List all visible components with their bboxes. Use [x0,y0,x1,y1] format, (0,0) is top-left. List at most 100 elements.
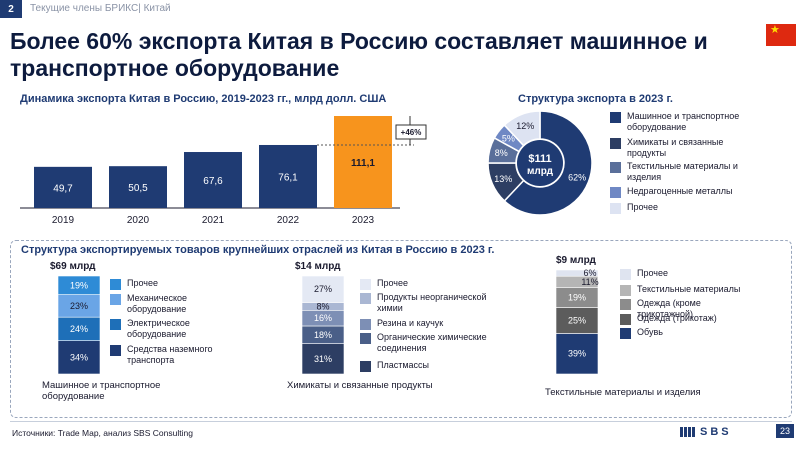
growth-annotation: +46% [401,128,422,137]
stack-legend-item: Резина и каучук [360,318,500,330]
stack-segment-label: 6% [583,268,596,278]
pie-slice [503,110,593,216]
legend-label: Обувь [637,327,663,337]
x-tick-label: 2023 [352,215,375,226]
bar-value-label: 67,6 [203,176,223,187]
industry-structure-title: Структура экспортируемых товаров крупней… [18,244,498,256]
stack-segment [301,343,345,375]
legend-label: Одежда (кроме трикотажной) [637,298,701,319]
legend-label: Текстильные материалы [637,284,741,294]
pie-legend-item: Недрагоценные металлы [610,186,760,198]
growth-badge [395,124,427,140]
legend-swatch [610,203,621,214]
stack-segment-label: 8% [316,301,329,311]
china-flag-icon: ★ [766,24,796,46]
stack-segment [57,340,101,375]
legend-swatch [360,333,371,344]
legend-label: Органические химические соединения [377,332,487,353]
stack-legend-item: Механическое оборудование [110,293,240,315]
stack-legend-item: Пластмассы [360,360,500,372]
stack-legend-item: Прочее [360,278,500,290]
legend-swatch [610,112,621,123]
stack-segment-label: 18% [314,330,332,340]
stack-segment-label: 24% [70,324,88,334]
legend-swatch [360,293,371,304]
stack-segment-label: 27% [314,284,332,294]
legend-label: Прочее [637,268,668,278]
pie-center [517,140,563,186]
sbs-logo: SBS [700,426,732,438]
pie-legend-item: Текстильные материалы и изделия [610,161,760,183]
sbs-logo-icon [680,427,696,437]
pie-slice-label: 13% [494,174,512,184]
stack-legend-item: Средства наземного транспорта [110,344,240,366]
bar-value-label: 111,1 [351,158,375,169]
legend-swatch [610,187,621,198]
page-number: 23 [776,424,794,438]
stack-segment-label: 16% [314,313,332,323]
legend-label: Прочее [627,202,658,212]
legend-label: Продукты неорганической химии [377,292,487,313]
pie-center-value: $111 [528,153,551,165]
x-tick-label: 2021 [202,215,225,226]
legend-label: Химикаты и связанные продукты [627,137,724,158]
legend-swatch [110,279,121,290]
bar-2021 [184,152,242,208]
industry-structure-panel [10,240,792,418]
legend-label: Прочее [127,278,158,288]
legend-swatch [360,319,371,330]
stack-legend-item: Текстильные материалы [620,284,750,296]
stack-legend-item: Органические химические соединения [360,332,500,354]
bar-2022 [259,144,317,208]
stack-segment-label: 25% [568,315,586,325]
pie-legend-item: Машинное и транспортное оборудование [610,111,760,133]
stack-legend-item: Продукты неорганической химии [360,292,500,314]
breadcrumb: Текущие члены БРИКС| Китай [30,3,171,14]
pie-center-unit: млрд [527,166,554,177]
stack-total: $14 млрд [295,261,341,272]
legend-swatch [620,269,631,280]
bar-2019 [34,166,92,208]
stack-legend-item: Обувь [620,327,750,339]
stack-total: $9 млрд [556,255,596,266]
legend-label: Прочее [377,278,408,288]
stack-legend-item: Одежда (трикотаж) [620,313,750,325]
legend-swatch [620,328,631,339]
legend-label: Машинное и транспортное оборудование [627,111,740,132]
pie-slice-label: 8% [495,148,508,158]
stack-caption: Текстильные материалы и изделия [545,387,701,398]
pie-slice-label: 5% [502,133,515,143]
stack-segment-label: 31% [314,354,332,364]
stack-legend-item: Прочее [110,278,240,290]
legend-swatch [620,314,631,325]
legend-label: Механическое оборудование [127,293,188,314]
stack-caption: Химикаты и связанные продукты [287,380,433,391]
legend-swatch [620,285,631,296]
x-tick-label: 2019 [52,215,75,226]
stack-segment-label: 11% [581,277,598,287]
legend-label: Одежда (трикотаж) [637,313,717,323]
bar-value-label: 50,5 [128,183,148,194]
legend-swatch [110,345,121,356]
stack-segment [301,275,345,303]
stack-segment [57,275,101,295]
legend-label: Средства наземного транспорта [127,344,213,365]
stack-segment-label: 34% [70,352,88,362]
pie-legend-item: Химикаты и связанные продукты [610,137,760,159]
bar-value-label: 76,1 [278,172,298,183]
legend-label: Электрическое оборудование [127,318,190,339]
x-tick-label: 2020 [127,215,150,226]
stack-legend-item: Электрическое оборудование [110,318,240,340]
legend-swatch [610,138,621,149]
legend-swatch [110,319,121,330]
source-note: Источники: Trade Map, анализ SBS Consult… [12,428,193,438]
stack-total: $69 млрд [50,261,96,272]
stack-segment [555,307,599,334]
bar-value-label: 49,7 [53,183,73,194]
legend-swatch [610,162,621,173]
footer-divider [10,421,792,422]
stack-segment [555,269,599,277]
pie-slice-label: 12% [516,121,534,131]
stack-legend-item: Прочее [620,268,750,280]
bar-2023 [334,116,392,208]
